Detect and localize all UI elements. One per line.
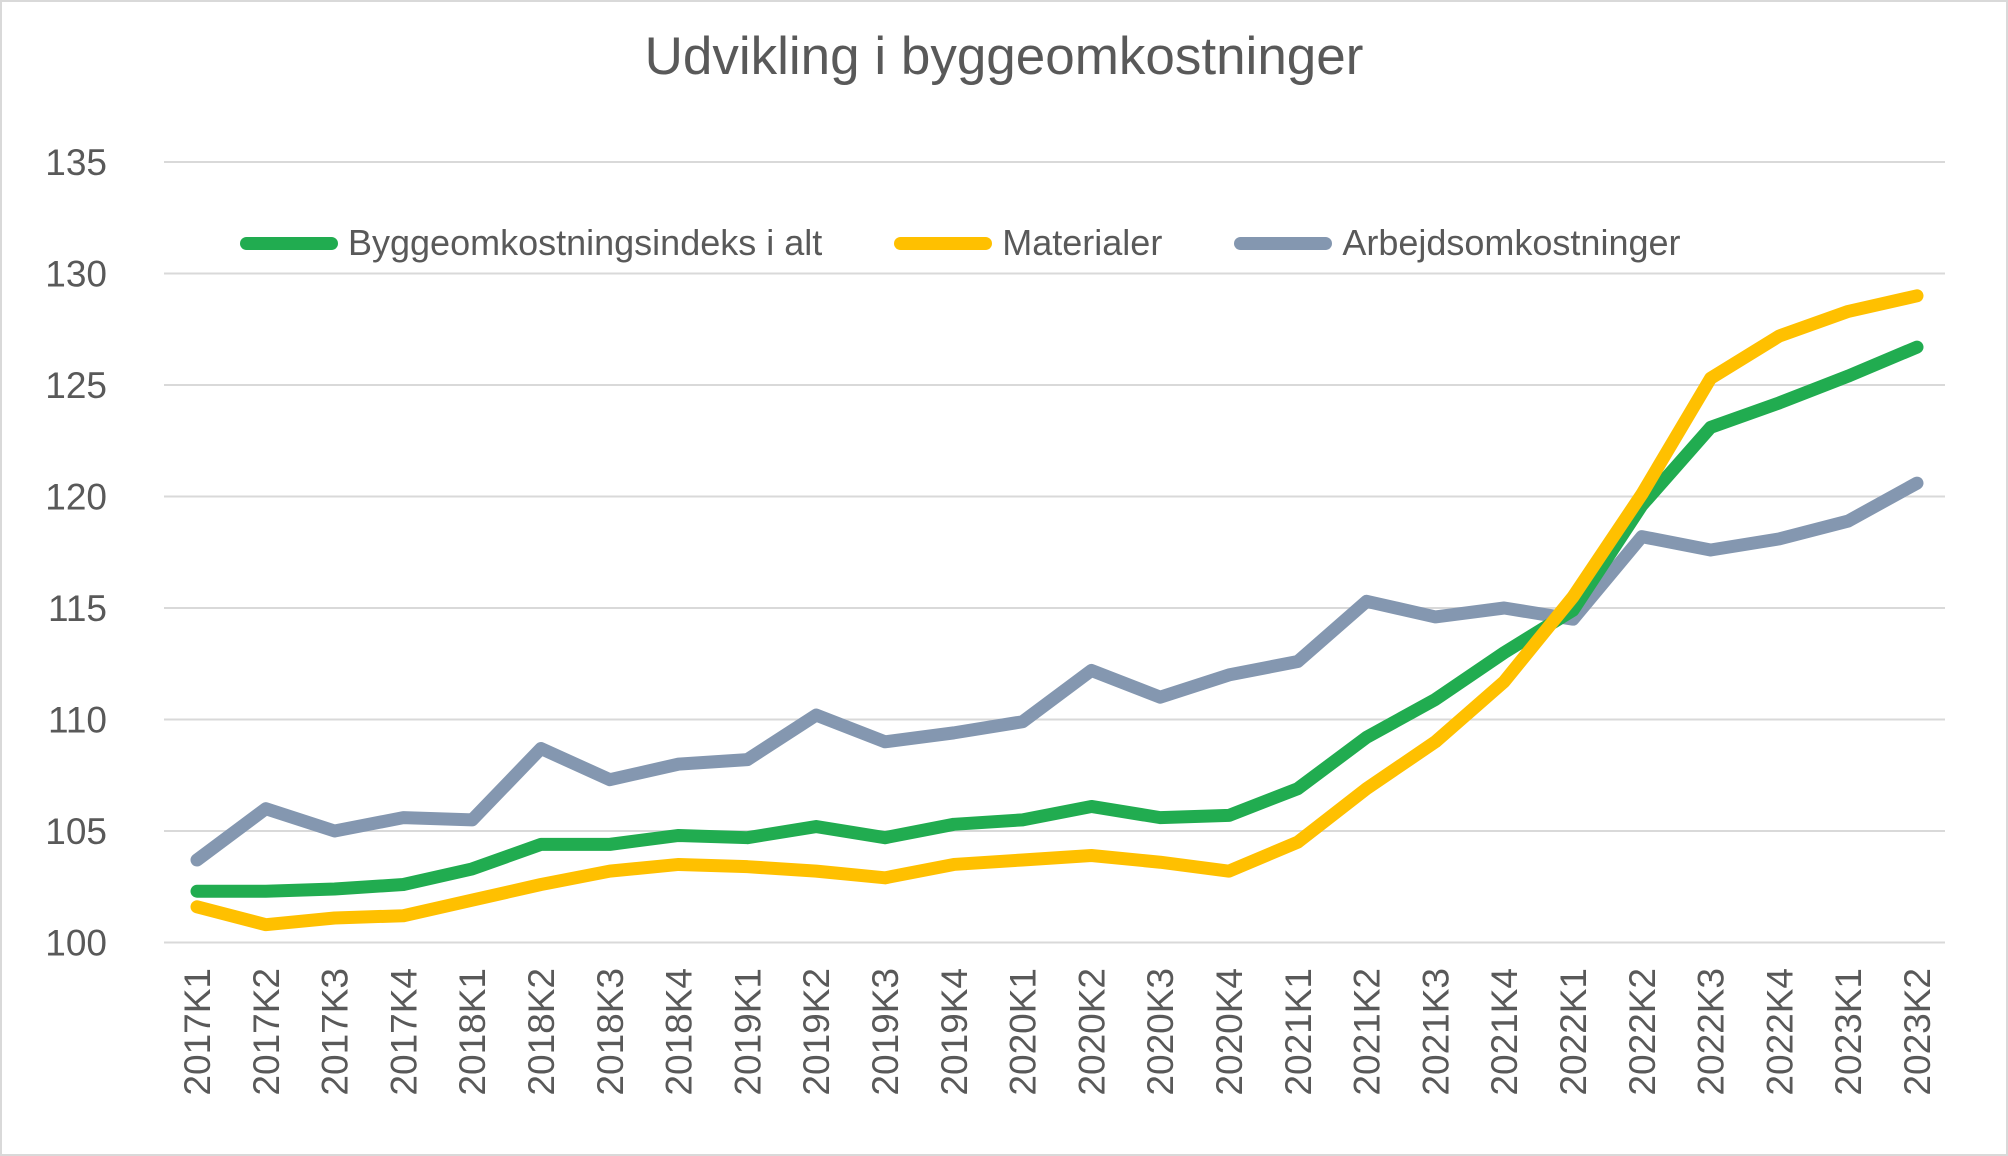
x-axis-tick-label: 2018K4 xyxy=(659,968,700,1096)
series-line-total xyxy=(190,340,1924,898)
x-axis-tick-label: 2023K1 xyxy=(1828,968,1869,1096)
x-axis-tick-label: 2019K2 xyxy=(796,968,837,1096)
x-axis-tick-label: 2018K2 xyxy=(521,968,562,1096)
x-axis-tick-label: 2017K1 xyxy=(177,968,218,1096)
y-axis-tick-label: 130 xyxy=(45,254,107,295)
x-axis-tick-label: 2021K1 xyxy=(1278,968,1319,1096)
legend: Byggeomkostningsindeks i alt Materialer … xyxy=(240,222,1681,264)
legend-swatch-labor-icon xyxy=(1234,236,1333,250)
x-axis-tick-label: 2022K3 xyxy=(1691,968,1732,1096)
x-axis-tick-label: 2023K2 xyxy=(1897,968,1938,1096)
chart-title: Udvikling i byggeomkostninger xyxy=(644,27,1364,86)
x-axis-tick-label: 2022K2 xyxy=(1622,968,1663,1096)
x-axis-tick-label: 2020K1 xyxy=(1003,968,1044,1096)
x-axis-tick-label: 2019K1 xyxy=(727,968,768,1096)
series-line-materials xyxy=(190,289,1924,932)
legend-label-materials: Materialer xyxy=(1002,222,1163,263)
x-axis-tick-label: 2021K3 xyxy=(1415,968,1456,1096)
y-axis-tick-label: 135 xyxy=(45,142,107,183)
x-axis-tick-label: 2020K4 xyxy=(1209,968,1250,1096)
x-axis-tick-label: 2019K4 xyxy=(934,968,975,1096)
x-axis-tick-label: 2020K2 xyxy=(1071,968,1112,1096)
x-axis-tick-label: 2017K3 xyxy=(315,968,356,1096)
legend-swatch-total-icon xyxy=(240,236,338,250)
legend-item-total: Byggeomkostningsindeks i alt xyxy=(240,222,822,264)
x-axis-tick-label: 2019K3 xyxy=(865,968,906,1096)
series-line-labor xyxy=(190,476,1924,867)
legend-item-labor: Arbejdsomkostninger xyxy=(1234,222,1681,264)
legend-label-total: Byggeomkostningsindeks i alt xyxy=(348,222,823,263)
x-axis-tick-label: 2021K4 xyxy=(1484,968,1525,1096)
x-axis-tick-label: 2022K1 xyxy=(1553,968,1594,1096)
y-axis-tick-label: 115 xyxy=(48,588,107,629)
y-axis-tick-label: 120 xyxy=(45,477,107,518)
x-axis-tick-label: 2018K3 xyxy=(590,968,631,1096)
x-axis-tick-label: 2018K1 xyxy=(452,968,493,1096)
y-axis-tick-label: 125 xyxy=(45,365,107,406)
x-axis-tick-label: 2017K4 xyxy=(383,968,424,1096)
y-axis-tick-label: 105 xyxy=(45,811,107,852)
legend-swatch-materials-icon xyxy=(894,236,993,250)
y-axis-tick-label: 100 xyxy=(45,923,107,964)
x-axis-tick-label: 2017K2 xyxy=(246,968,287,1096)
legend-label-labor: Arbejdsomkostninger xyxy=(1342,222,1681,263)
x-axis-tick-label: 2022K4 xyxy=(1759,968,1800,1096)
x-axis-tick-label: 2021K2 xyxy=(1347,968,1388,1096)
y-axis-tick-label: 110 xyxy=(48,700,107,741)
x-axis-tick-label: 2020K3 xyxy=(1140,968,1181,1096)
legend-item-materials: Materialer xyxy=(894,222,1162,264)
